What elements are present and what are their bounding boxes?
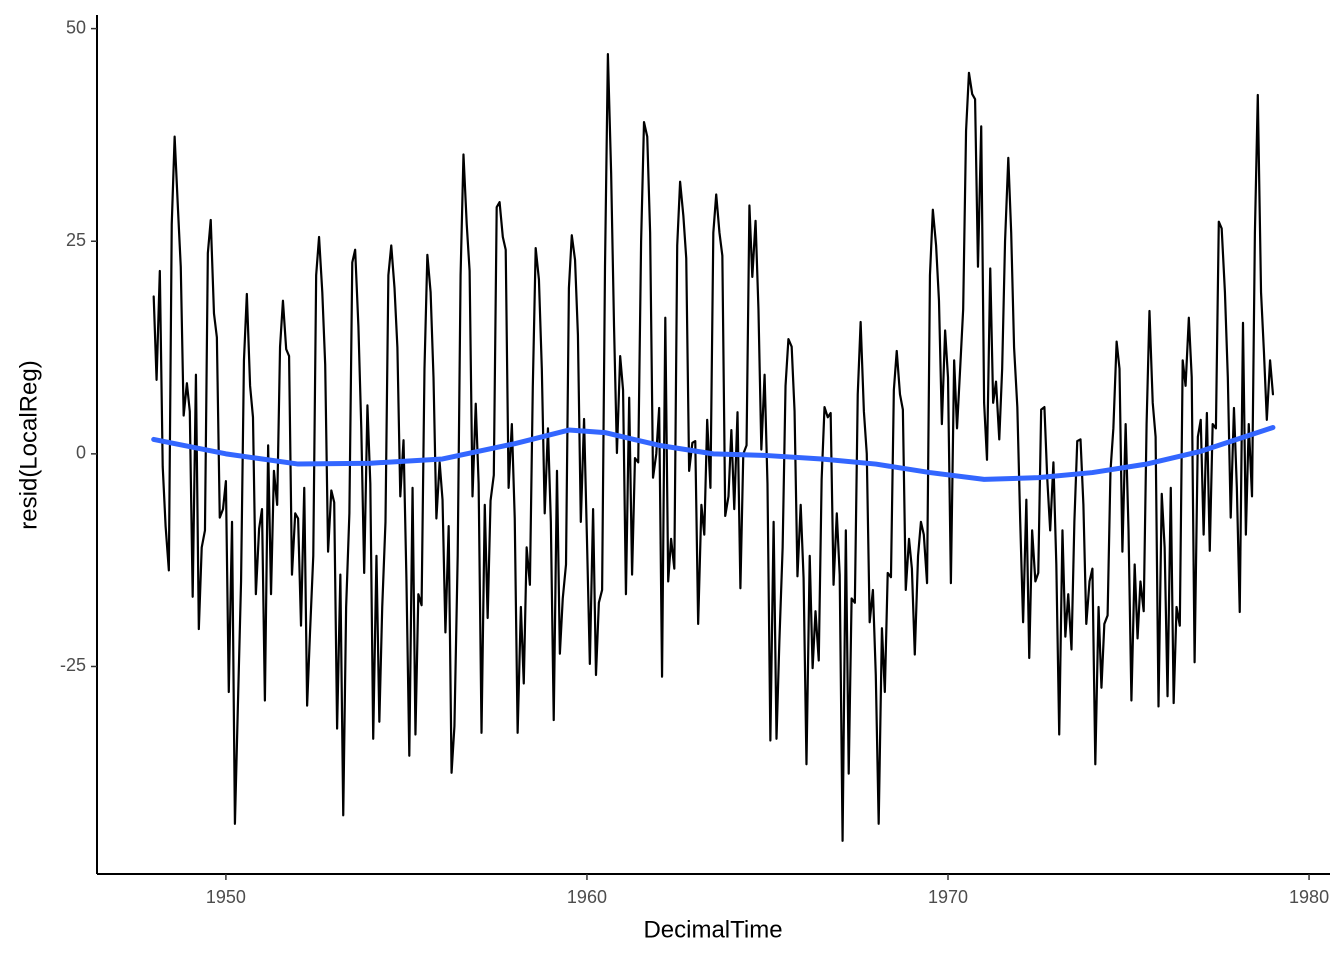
x-axis-title: DecimalTime — [643, 916, 782, 943]
y-tick-label: -25 — [60, 655, 86, 675]
line — [152, 53, 1275, 842]
y-tick-label: 50 — [66, 17, 86, 37]
y-tick-label: 25 — [66, 230, 86, 250]
x-tick-label: 1980 — [1289, 887, 1329, 907]
x-tick-label: 1970 — [928, 887, 968, 907]
x-tick-label: 1960 — [567, 887, 607, 907]
line — [151, 424, 1276, 482]
x-tick-label: 1950 — [206, 887, 246, 907]
y-axis-title: resid(LocalReg) — [15, 360, 42, 529]
y-tick-label: 0 — [76, 443, 86, 463]
